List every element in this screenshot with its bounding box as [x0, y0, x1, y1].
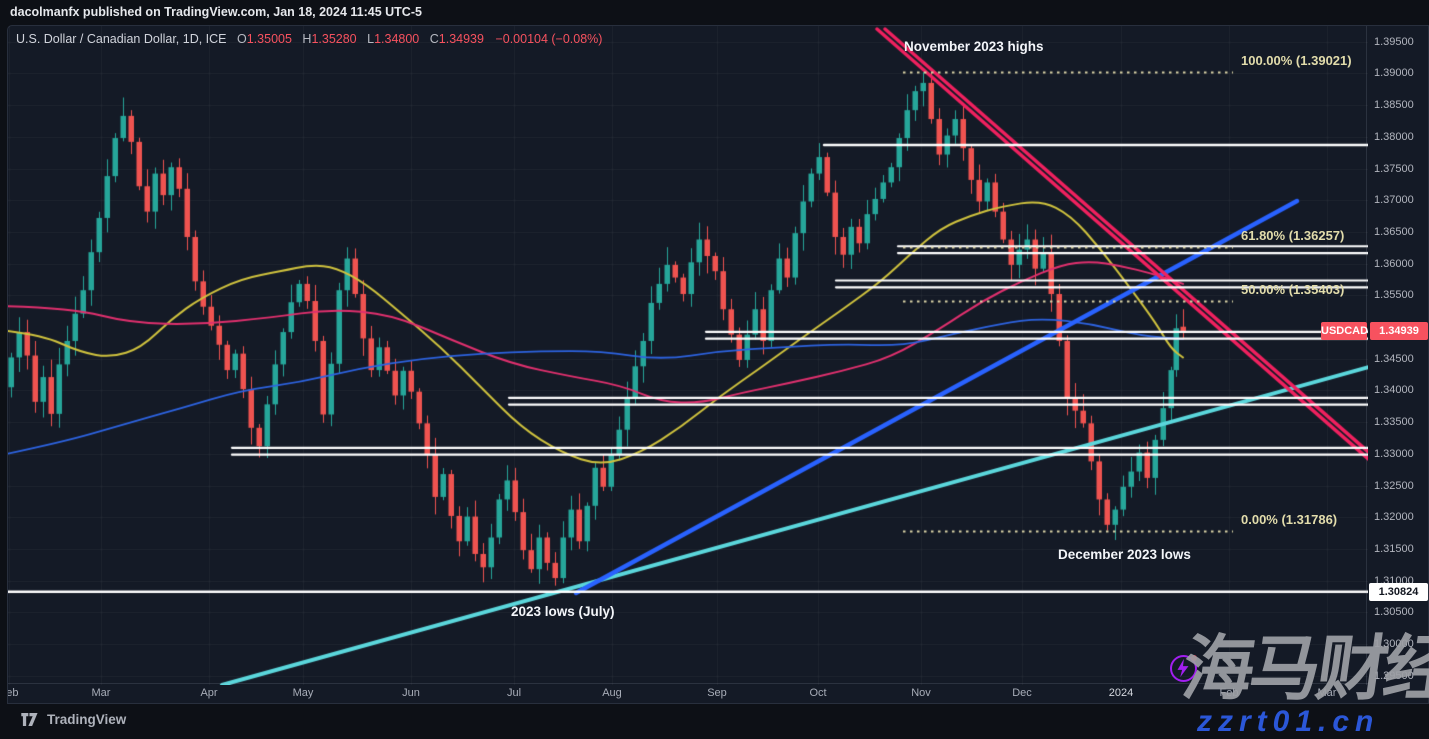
open-value: 1.35005 [246, 32, 292, 46]
time-axis-tick: Feb [8, 687, 19, 699]
time-axis-tick: Apr [200, 687, 218, 699]
price-axis-tick: 1.30500 [1374, 606, 1414, 619]
notification-dot [1191, 655, 1197, 661]
watermark-flash-icon [1170, 655, 1197, 682]
time-axis-tick: Dec [1012, 687, 1032, 699]
symbol-title: U.S. Dollar / Canadian Dollar, 1D, ICE [16, 32, 227, 46]
price-axis-tick: 1.38500 [1374, 99, 1414, 112]
price-axis-tick: 1.32000 [1374, 511, 1414, 524]
page-footer: TradingView [0, 704, 1429, 739]
time-axis-tick: Nov [911, 687, 931, 699]
price-axis-tick: 1.33000 [1374, 447, 1414, 460]
time-axis-tick: May [292, 687, 314, 699]
time-axis-tick: Jul [506, 687, 522, 699]
publish-header: dacolmanfx published on TradingView.com,… [0, 0, 1429, 25]
price-axis-tick: 1.37000 [1374, 194, 1414, 207]
price-axis-tick: 1.32500 [1374, 479, 1414, 492]
tradingview-logo-icon [21, 713, 38, 726]
price-axis-tick: 1.39500 [1374, 35, 1414, 48]
high-label: H [302, 32, 312, 46]
tradingview-attribution-link[interactable]: TradingView [21, 712, 126, 727]
price-axis-tick: 1.37500 [1374, 162, 1414, 175]
time-axis-tick: Aug [602, 687, 622, 699]
price-axis-tick: 1.29500 [1374, 669, 1414, 682]
close-label: C [429, 32, 439, 46]
time-axis-tick: Jun [402, 687, 420, 699]
close-value: 1.34939 [438, 32, 484, 46]
price-axis-tick: 1.39000 [1374, 67, 1414, 80]
open-label: O [237, 32, 247, 46]
support-price-axis-label: 1.30824 [1369, 582, 1428, 601]
price-axis-tick: 1.31500 [1374, 542, 1414, 555]
price-axis-tick: 1.38000 [1374, 130, 1414, 143]
publish-info-text: dacolmanfx published on TradingView.com,… [10, 5, 422, 19]
price-axis-tick: 1.34500 [1374, 352, 1414, 365]
time-axis-tick: Feb [1219, 687, 1239, 699]
time-axis-tick: Mar [1317, 687, 1337, 699]
current-price-axis-label: 1.34939 [1370, 321, 1428, 340]
price-axis-tick: 1.36000 [1374, 257, 1414, 270]
price-axis[interactable]: 1.39500 1.39000 1.38500 1.38000 1.37500 1.370… [1366, 26, 1428, 685]
time-axis-tick: Mar [91, 687, 111, 699]
time-axis-tick: Sep [707, 687, 727, 699]
time-axis-tick: 2024 [1108, 687, 1134, 699]
price-chart-canvas[interactable] [8, 26, 1368, 685]
price-axis-tick: 1.35500 [1374, 289, 1414, 302]
chart-panel: U.S. Dollar / Canadian Dollar, 1D, ICE O… [7, 25, 1429, 704]
symbol-legend[interactable]: U.S. Dollar / Canadian Dollar, 1D, ICE O… [16, 32, 602, 46]
price-axis-tick: 1.30000 [1374, 638, 1414, 650]
price-axis-tick: 1.34000 [1374, 384, 1414, 397]
symbol-price-flag: USDCAD [1321, 321, 1368, 340]
high-value: 1.35280 [311, 32, 357, 46]
low-value: 1.34800 [374, 32, 420, 46]
low-label: L [367, 32, 375, 46]
time-axis[interactable]: Feb Mar Apr May Jun Jul Aug Sep Oct Nov Dec 2024 Feb… [8, 683, 1369, 703]
tradingview-brand-text: TradingView [47, 712, 127, 727]
time-axis-tick: Oct [809, 687, 827, 699]
change-value: −0.00104 (−0.08%) [495, 32, 603, 46]
price-axis-tick: 1.36500 [1374, 225, 1414, 238]
price-axis-tick: 1.33500 [1374, 416, 1414, 429]
